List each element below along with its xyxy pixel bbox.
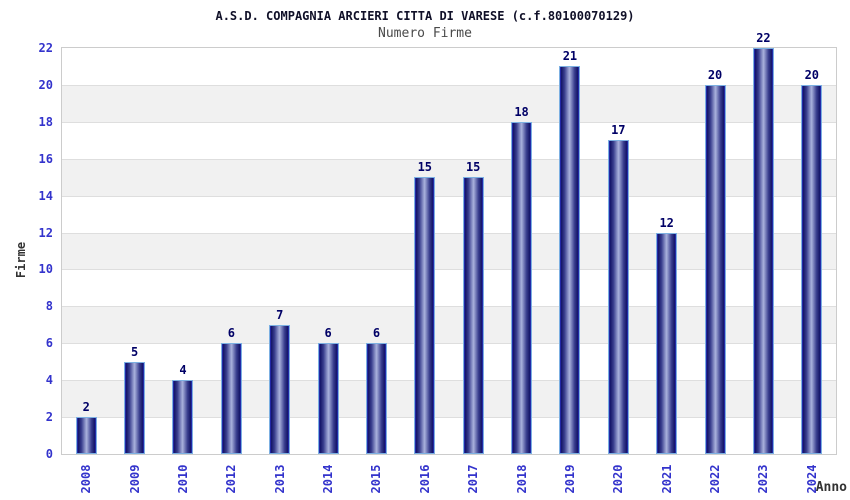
x-tick-label: 2021 (659, 464, 674, 494)
bar (607, 140, 629, 454)
bar (269, 324, 291, 454)
x-tick-label: 2019 (562, 464, 577, 494)
x-tick-label: 2023 (756, 464, 771, 494)
x-tick-label: 2016 (417, 464, 432, 494)
y-tick-label: 22 (38, 41, 53, 55)
gridline (62, 195, 836, 197)
bar-value-label: 12 (659, 215, 674, 230)
bar-value-label: 21 (562, 49, 578, 64)
gridline (62, 343, 836, 345)
y-tick-label: 6 (45, 336, 53, 351)
bar-value-label: 17 (611, 123, 626, 138)
gridline (62, 121, 836, 123)
bar-value-label: 4 (179, 363, 187, 378)
bar (704, 84, 726, 454)
y-tick-label: 20 (38, 77, 53, 92)
y-axis-title: Firme (14, 241, 28, 279)
x-tick-label: 2013 (272, 464, 287, 494)
bar (172, 380, 194, 454)
x-tick-label: 2022 (708, 464, 723, 494)
y-tick-label: 18 (38, 114, 53, 129)
x-tick-label: 2008 (79, 464, 94, 494)
bar-value-label: 6 (227, 326, 235, 341)
bar-value-label: 6 (372, 326, 381, 341)
x-tick-label: 2015 (369, 464, 384, 494)
y-tick-label: 16 (38, 151, 53, 166)
bar-value-label: 7 (276, 307, 284, 322)
y-tick-label: 10 (38, 262, 53, 277)
bar-value-label: 22 (756, 31, 771, 45)
y-tick-label: 2 (45, 410, 53, 425)
gridline (62, 380, 836, 382)
bar (75, 417, 97, 454)
bar (511, 121, 533, 454)
bar-value-label: 18 (514, 104, 529, 119)
bar (752, 48, 774, 454)
bar (656, 232, 678, 454)
bar-value-label: 20 (707, 67, 723, 82)
gridline (62, 306, 836, 308)
gridline (62, 158, 836, 160)
bar-value-label: 5 (130, 344, 139, 359)
y-tick-label: 12 (38, 225, 53, 240)
bar (801, 84, 823, 454)
x-axis-title: Anno (815, 480, 847, 495)
x-tick-label: 2010 (175, 464, 190, 494)
x-tick-label: 2017 (466, 464, 481, 494)
bar-value-label: 20 (804, 67, 820, 82)
bar (317, 343, 339, 454)
bar (220, 343, 242, 454)
x-tick-label: 2009 (127, 464, 142, 494)
y-tick-label: 14 (38, 188, 53, 203)
plot-area (61, 47, 837, 455)
x-tick-label: 2014 (321, 464, 336, 494)
bar (365, 343, 387, 454)
bar-value-label: 15 (417, 160, 433, 175)
gridline (62, 417, 836, 419)
chart-subtitle: Numero Firme (378, 26, 472, 41)
grid-band (62, 48, 836, 85)
bar (462, 177, 484, 454)
y-tick-label: 4 (45, 373, 53, 388)
x-tick-label: 2012 (224, 464, 239, 494)
bar-value-label: 2 (82, 400, 90, 415)
bar-value-label: 15 (465, 160, 481, 175)
gridline (62, 269, 836, 271)
x-tick-label: 2018 (514, 464, 529, 494)
bar-value-label: 6 (324, 326, 332, 341)
bar (414, 177, 436, 454)
gridline (62, 84, 836, 86)
chart-title: A.S.D. COMPAGNIA ARCIERI CITTA DI VARESE… (215, 9, 635, 23)
y-tick-label: 0 (45, 447, 53, 461)
x-tick-label: 2020 (611, 464, 626, 494)
y-tick-label: 8 (45, 299, 53, 314)
bar (124, 361, 146, 454)
gridline (62, 232, 836, 234)
bar (559, 66, 581, 454)
